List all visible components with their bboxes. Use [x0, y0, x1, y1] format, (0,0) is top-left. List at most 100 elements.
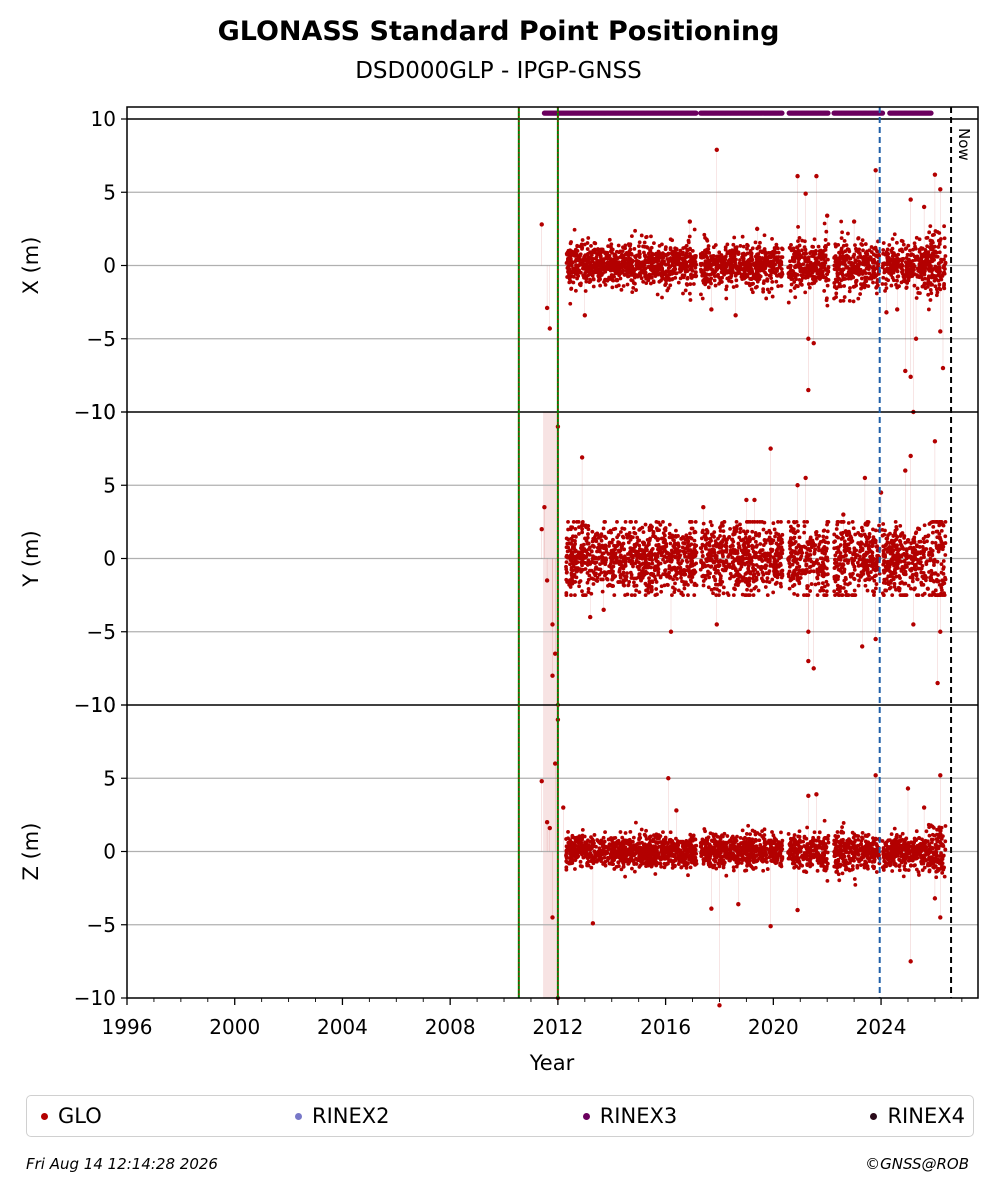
glo-point: [740, 273, 745, 278]
glo-point: [721, 585, 726, 590]
glo-point: [595, 579, 600, 583]
glo-point: [884, 277, 889, 282]
glo-point: [908, 248, 912, 253]
glo-point: [648, 536, 652, 541]
glo-point: [741, 256, 746, 261]
glo-point: [892, 570, 897, 575]
glo-point: [591, 277, 596, 281]
glo-point: [703, 235, 707, 240]
glo-point: [610, 259, 615, 263]
glo-point: [906, 252, 911, 257]
y-axis-label: X (m): [19, 237, 43, 295]
glo-point: [904, 256, 909, 260]
glo-point: [873, 266, 878, 271]
glo-point: [893, 519, 898, 524]
glo-point: [626, 253, 631, 258]
glo-point: [617, 273, 621, 278]
glo-point: [614, 284, 619, 289]
glo-point: [667, 522, 672, 527]
glo-point: [584, 276, 589, 281]
glo-point: [799, 571, 804, 576]
glo-point: [852, 265, 857, 270]
glo-point: [797, 535, 802, 540]
glo-point: [761, 543, 766, 547]
glo-point: [804, 251, 809, 256]
glo-point: [737, 535, 742, 540]
glo-point: [681, 572, 686, 577]
glo-point: [674, 259, 678, 263]
glo-point: [611, 527, 616, 532]
glo-point: [896, 274, 901, 279]
glo-point: [750, 576, 755, 581]
glo-point: [591, 582, 596, 586]
glo-point: [757, 533, 761, 538]
glo-point: [700, 550, 705, 554]
glo-point: [692, 581, 697, 586]
glo-point: [683, 288, 688, 293]
glo-point: [620, 249, 625, 254]
glo-point: [758, 268, 762, 273]
glo-point: [942, 593, 947, 598]
glo-point: [842, 539, 847, 544]
glo-point: [915, 286, 920, 291]
glo-point: [915, 257, 920, 262]
glo-point: [569, 287, 573, 291]
glo-point: [694, 274, 698, 279]
glo-point: [842, 284, 847, 288]
glo-point: [753, 554, 757, 559]
glo-point: [665, 574, 669, 579]
glo-point: [839, 532, 844, 537]
glo-point: [583, 289, 588, 293]
glo-point: [721, 529, 726, 534]
glo-point: [657, 279, 662, 284]
glo-point: [820, 581, 825, 586]
glo-point: [688, 282, 693, 287]
glo-point: [868, 570, 873, 574]
glo-point: [605, 265, 610, 269]
glo-point: [834, 534, 839, 539]
glo-point: [668, 237, 673, 242]
glo-point: [714, 265, 719, 270]
glo-point: [788, 550, 793, 555]
glo-point: [864, 275, 869, 280]
glo-point: [848, 273, 853, 278]
glo-point: [922, 555, 926, 559]
glo-point: [921, 254, 926, 259]
glo-point: [800, 248, 804, 253]
glo-point: [575, 244, 580, 249]
glo-point: [568, 248, 573, 253]
glo-point: [866, 260, 870, 265]
glo-point: [672, 538, 676, 543]
glo-point: [813, 277, 817, 282]
glo-point: [585, 257, 590, 261]
glo-point: [862, 269, 867, 273]
glo-point: [658, 271, 663, 276]
glo-point: [836, 548, 841, 553]
glo-point: [845, 542, 850, 547]
glo-point: [855, 553, 860, 558]
glo-point: [938, 269, 943, 274]
glo-point: [564, 560, 569, 564]
glo-point: [841, 586, 846, 590]
glo-point: [832, 576, 837, 581]
glo-point: [573, 254, 578, 258]
glo-point: [863, 522, 868, 527]
glo-point: [862, 285, 867, 290]
glo-point: [589, 591, 594, 596]
glo-point: [586, 577, 591, 582]
glo-point: [737, 261, 742, 266]
glo-point: [804, 273, 808, 278]
glo-point: [632, 246, 637, 251]
glo-point: [692, 530, 697, 535]
glo-point: [843, 581, 848, 586]
glo-point: [807, 565, 812, 570]
glo-point: [631, 546, 636, 551]
glo-point: [753, 285, 758, 290]
glo-point: [590, 529, 595, 534]
glo-point: [807, 570, 812, 575]
glo-point: [899, 257, 904, 262]
glo-point: [656, 262, 660, 267]
glo-point: [741, 561, 746, 566]
glo-point: [661, 519, 665, 524]
